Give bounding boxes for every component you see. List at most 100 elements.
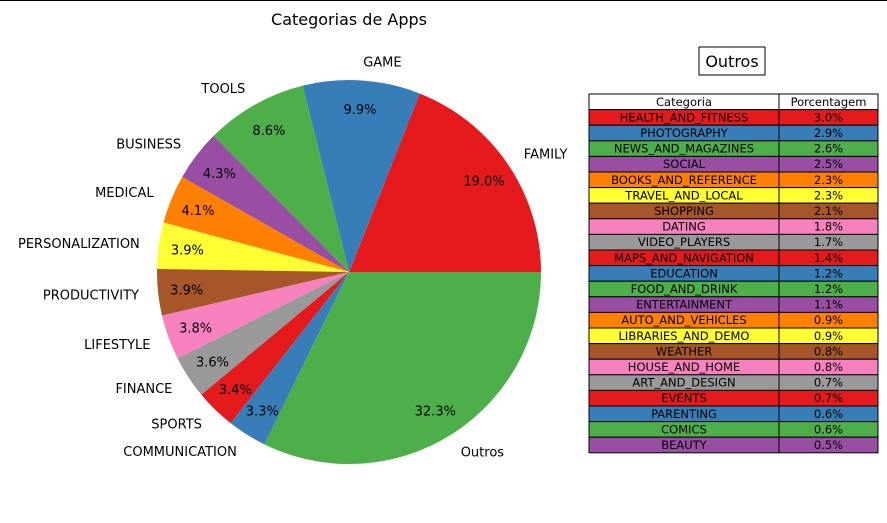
table-cell-porcentagem: 2.5%: [814, 157, 843, 171]
slice-label-lifestyle: LIFESTYLE: [84, 338, 150, 353]
slice-label-game: GAME: [363, 55, 401, 70]
table-row: LIBRARIES_AND_DEMO 0.9%: [588, 327, 879, 345]
table-row: NEWS_AND_MAGAZINES 2.6%: [588, 140, 879, 157]
table-cell-porcentagem: 0.7%: [814, 391, 843, 405]
slice-percent-game: 9.9%: [343, 103, 376, 118]
table-cell-categoria: ENTERTAINMENT: [636, 298, 733, 312]
pie-slice-finance: [177, 272, 349, 395]
table-cell-categoria: WEATHER: [656, 344, 713, 358]
table-cell-categoria: BOOKS_AND_REFERENCE: [611, 173, 757, 187]
table-row: BEAUTY 0.5%: [588, 436, 879, 454]
slice-label-productivity: PRODUCTIVITY: [43, 289, 139, 304]
table-cell-porcentagem: 2.9%: [814, 126, 843, 140]
slice-percent-lifestyle: 3.8%: [179, 322, 212, 337]
table-title-box: Outros: [698, 46, 766, 76]
table-cell-categoria: DATING: [662, 220, 706, 234]
table-row: COMICS 0.6%: [588, 421, 879, 438]
table-title: Outros: [705, 52, 758, 71]
table-cell-categoria: PARENTING: [651, 407, 717, 421]
table-cell-porcentagem-bg: [778, 436, 879, 454]
slice-percent-family: 19.0%: [463, 174, 504, 189]
table-row: SOCIAL 2.5%: [588, 155, 879, 173]
table-cell-categoria: SOCIAL: [663, 157, 706, 171]
slice-percent-business: 4.3%: [203, 167, 236, 182]
table-header-categoria: Categoria: [656, 95, 712, 109]
table-row: TRAVEL_AND_LOCAL 2.3%: [588, 187, 879, 204]
slice-label-personalization: PERSONALIZATION: [18, 237, 140, 252]
pie-slice-sports: [201, 272, 349, 424]
table-cell-porcentagem: 0.6%: [814, 422, 843, 436]
slice-percent-personalization: 3.9%: [171, 244, 204, 259]
slice-label-medical: MEDICAL: [95, 186, 154, 201]
table-cell-porcentagem: 2.3%: [814, 173, 843, 187]
slice-label-business: BUSINESS: [116, 138, 181, 153]
table-cell-categoria: MAPS_AND_NAVIGATION: [614, 251, 754, 265]
table-cell-porcentagem: 2.6%: [814, 142, 843, 156]
pie-chart: FAMILY 19.0% GAME 9.9% TOOLS 8.6% BUSINESS 4.3%…: [18, 55, 568, 465]
outros-table: Categoria Porcentagem HEALTH_AND_FITNESS 3.…: [588, 93, 879, 454]
pie-slice-productivity: [156, 268, 349, 316]
table-cell-categoria: ART_AND_DESIGN: [632, 376, 735, 390]
table-cell-categoria: COMICS: [661, 422, 707, 436]
slice-label-sports: SPORTS: [151, 418, 202, 433]
table-cell-categoria: HEALTH_AND_FITNESS: [620, 110, 749, 124]
table-row: EDUCATION 1.2%: [588, 265, 879, 282]
pie-slice-outros: [264, 272, 541, 465]
table-cell-categoria: NEWS_AND_MAGAZINES: [614, 142, 754, 156]
table-cell-categoria: EVENTS: [661, 391, 706, 405]
pie-slice-game: [302, 80, 420, 272]
slice-percent-medical: 4.1%: [181, 204, 214, 219]
pie-slice-lifestyle: [162, 272, 349, 359]
slice-percent-tools: 8.6%: [252, 124, 285, 139]
table-cell-categoria: BEAUTY: [661, 438, 707, 452]
pie-slice-communication: [230, 272, 349, 445]
table-row: MAPS_AND_NAVIGATION 1.4%: [588, 249, 879, 267]
pie-slice-personalization: [157, 222, 349, 272]
table-row: EVENTS 0.7%: [588, 389, 879, 407]
table-cell-categoria: SHOPPING: [654, 204, 714, 218]
table-cell-porcentagem: 0.9%: [814, 313, 843, 327]
slice-percent-finance: 3.6%: [196, 356, 229, 371]
table-row: BOOKS_AND_REFERENCE 2.3%: [588, 171, 879, 189]
pie-slice-business: [182, 135, 349, 272]
table-cell-porcentagem: 1.4%: [814, 251, 843, 265]
table-title-frame: [698, 46, 766, 76]
pie-slice-tools: [213, 85, 349, 273]
table-cell-porcentagem: 0.8%: [814, 360, 843, 374]
pie-slice-family: [349, 93, 541, 272]
slice-label-outros: Outros: [461, 445, 505, 460]
table-cell-porcentagem: 0.9%: [814, 329, 843, 343]
slice-label-family: FAMILY: [524, 147, 568, 162]
slice-percent-communication: 3.3%: [246, 404, 279, 419]
table-row: ENTERTAINMENT 1.1%: [588, 296, 879, 313]
table-row: SHOPPING 2.1%: [588, 202, 879, 220]
table-cell-porcentagem: 0.7%: [814, 376, 843, 390]
table-cell-categoria: HOUSE_AND_HOME: [628, 360, 740, 374]
table-cell-porcentagem: 3.0%: [814, 110, 843, 124]
slice-label-tools: TOOLS: [200, 82, 245, 97]
table-row: FOOD_AND_DRINK 1.2%: [588, 280, 879, 298]
table-cell-categoria: AUTO_AND_VEHICLES: [621, 313, 746, 327]
slice-percent-sports: 3.4%: [219, 383, 252, 398]
table-cell-porcentagem: 2.3%: [814, 188, 843, 202]
table-cell-porcentagem: 0.8%: [814, 344, 843, 358]
table-row: WEATHER 0.8%: [588, 343, 879, 360]
table-row: PARENTING 0.6%: [588, 405, 879, 423]
table-row: VIDEO_PLAYERS 1.7%: [588, 233, 879, 251]
slice-label-finance: FINANCE: [115, 382, 172, 397]
table-row: HEALTH_AND_FITNESS 3.0%: [588, 109, 879, 126]
table-cell-porcentagem: 1.2%: [814, 282, 843, 296]
table-cell-categoria: TRAVEL_AND_LOCAL: [624, 188, 743, 202]
pie-title: Categorias de Apps: [271, 10, 427, 29]
table-header-porcentagem: Porcentagem: [791, 95, 867, 109]
table-cell-porcentagem: 0.6%: [814, 407, 843, 421]
table-cell-categoria: VIDEO_PLAYERS: [638, 235, 730, 249]
pie-slice-medical: [163, 176, 349, 272]
slice-label-communication: COMMUNICATION: [123, 445, 237, 460]
table-row: PHOTOGRAPHY 2.9%: [588, 124, 879, 142]
table-row: ART_AND_DESIGN 0.7%: [588, 374, 879, 391]
table-cell-categoria: FOOD_AND_DRINK: [631, 282, 738, 296]
table-cell-categoria: LIBRARIES_AND_DEMO: [619, 329, 750, 343]
table-cell-porcentagem: 1.1%: [814, 298, 843, 312]
